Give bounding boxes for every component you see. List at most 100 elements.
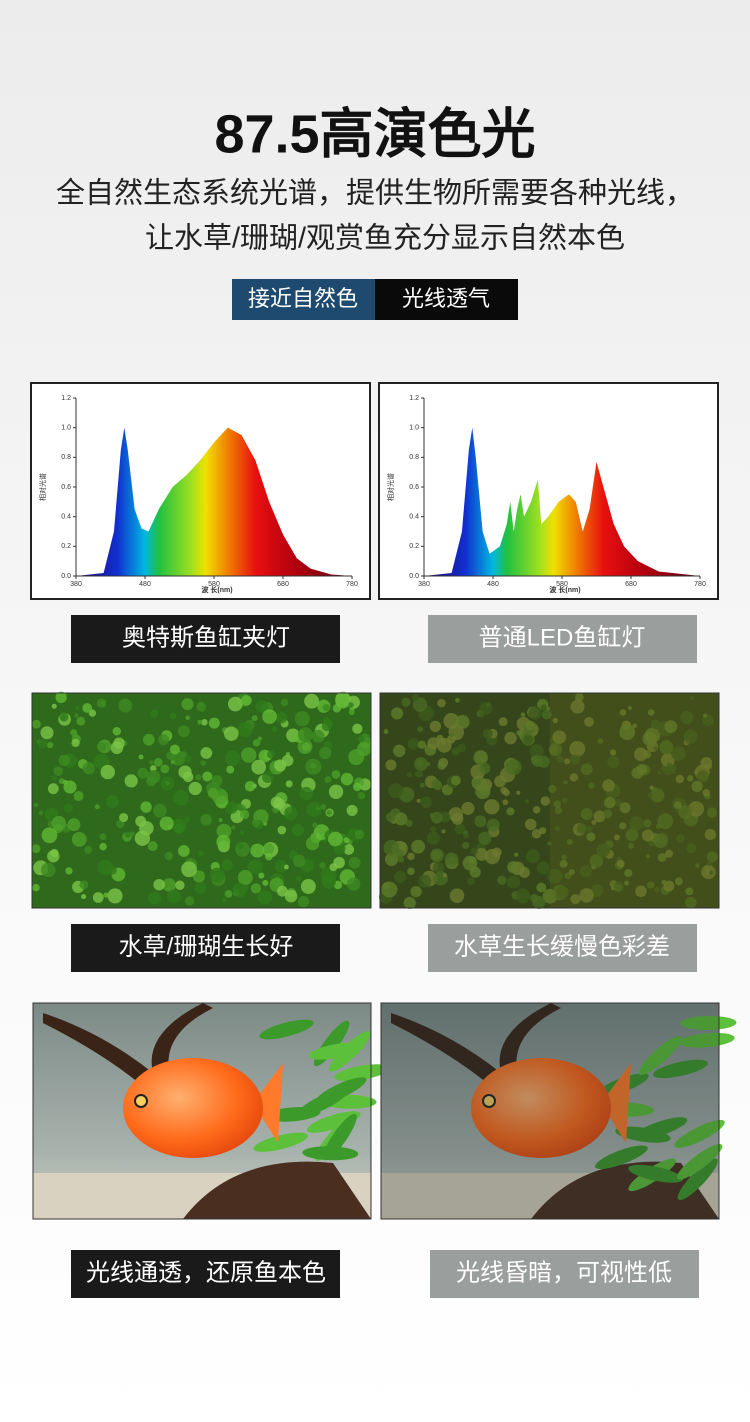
foliage <box>170 760 175 765</box>
foliage <box>454 823 466 835</box>
foliage <box>653 886 660 893</box>
foliage <box>226 765 235 774</box>
foliage <box>195 774 202 781</box>
foliage <box>554 806 563 815</box>
tag-box <box>375 279 518 320</box>
leaf <box>628 1164 684 1183</box>
foliage <box>494 775 507 788</box>
foliage <box>706 851 718 863</box>
foliage <box>311 729 325 743</box>
foliage <box>641 829 654 842</box>
leaf <box>259 1019 314 1040</box>
foliage <box>479 701 493 715</box>
foliage <box>479 762 491 775</box>
foliage <box>579 888 594 903</box>
foliage <box>167 889 181 904</box>
foliage <box>321 721 332 732</box>
foliage <box>383 729 389 735</box>
foliage <box>706 807 718 818</box>
foliage <box>232 883 247 898</box>
leaf <box>253 1132 308 1152</box>
foliage <box>467 877 475 886</box>
foliage <box>506 807 515 816</box>
foliage <box>410 885 422 898</box>
foliage <box>463 832 470 839</box>
foliage <box>596 843 611 858</box>
foliage <box>255 700 268 713</box>
foliage <box>475 848 488 861</box>
foliage <box>82 703 93 713</box>
foliage <box>426 831 441 845</box>
y-axis-label: 相对光谱 <box>38 473 47 501</box>
foliage <box>348 856 361 869</box>
foliage <box>505 759 522 776</box>
x-tick-label: 680 <box>625 581 637 588</box>
foliage <box>171 818 187 834</box>
foliage <box>129 831 135 837</box>
foliage <box>548 742 563 757</box>
foliage <box>251 715 258 722</box>
foliage <box>685 887 694 896</box>
foliage <box>227 696 243 712</box>
foliage <box>40 726 54 740</box>
foliage <box>80 893 87 900</box>
foliage <box>627 705 633 710</box>
foliage <box>531 755 544 767</box>
foliage <box>407 867 415 876</box>
foliage <box>107 888 123 904</box>
caption-box <box>71 615 340 663</box>
foliage <box>689 695 695 701</box>
foliage <box>696 770 710 783</box>
foliage <box>251 759 267 775</box>
foliage <box>461 801 475 815</box>
leaf <box>677 1158 718 1201</box>
foliage <box>185 715 190 720</box>
foliage <box>231 825 236 830</box>
y-tick-label: 0.8 <box>409 454 419 461</box>
foliage <box>162 878 176 892</box>
foliage <box>304 693 320 709</box>
foliage <box>500 786 508 795</box>
caption: 普通LED鱼缸灯 <box>479 624 646 651</box>
foliage <box>41 862 56 878</box>
foliage <box>450 775 461 786</box>
leaf <box>306 1111 361 1133</box>
foliage <box>65 867 73 875</box>
foliage <box>285 780 293 788</box>
foliage <box>417 874 432 888</box>
foliage <box>564 872 572 880</box>
foliage <box>296 875 302 882</box>
foliage <box>284 889 298 903</box>
photo-frame <box>380 1002 720 1220</box>
foliage <box>475 783 491 800</box>
y-tick-label: 1.0 <box>409 425 419 432</box>
foliage <box>211 775 223 787</box>
foliage <box>417 740 427 749</box>
foliage <box>591 820 597 825</box>
foliage <box>84 846 93 854</box>
leaf <box>329 1031 371 1072</box>
foliage <box>642 731 657 746</box>
subtitle: 全自然生态系统光谱，提供生物所需要各种光线， <box>56 177 694 210</box>
foliage <box>649 785 654 790</box>
foliage <box>381 881 398 898</box>
foliage <box>41 827 58 844</box>
foliage <box>540 704 547 711</box>
foliage <box>427 737 440 750</box>
foliage <box>97 859 114 876</box>
foliage <box>398 842 408 851</box>
foliage <box>653 833 668 849</box>
tag-box <box>232 279 375 320</box>
y-tick-label: 0.2 <box>61 543 71 550</box>
foliage <box>300 879 316 894</box>
leaf <box>680 1015 737 1031</box>
foliage <box>343 837 350 843</box>
foliage <box>624 880 630 886</box>
foliage <box>175 880 185 890</box>
foliage <box>38 738 48 749</box>
foliage <box>574 693 584 702</box>
foliage <box>250 883 262 894</box>
foliage <box>666 762 673 769</box>
foliage <box>33 802 39 808</box>
foliage <box>685 736 693 744</box>
